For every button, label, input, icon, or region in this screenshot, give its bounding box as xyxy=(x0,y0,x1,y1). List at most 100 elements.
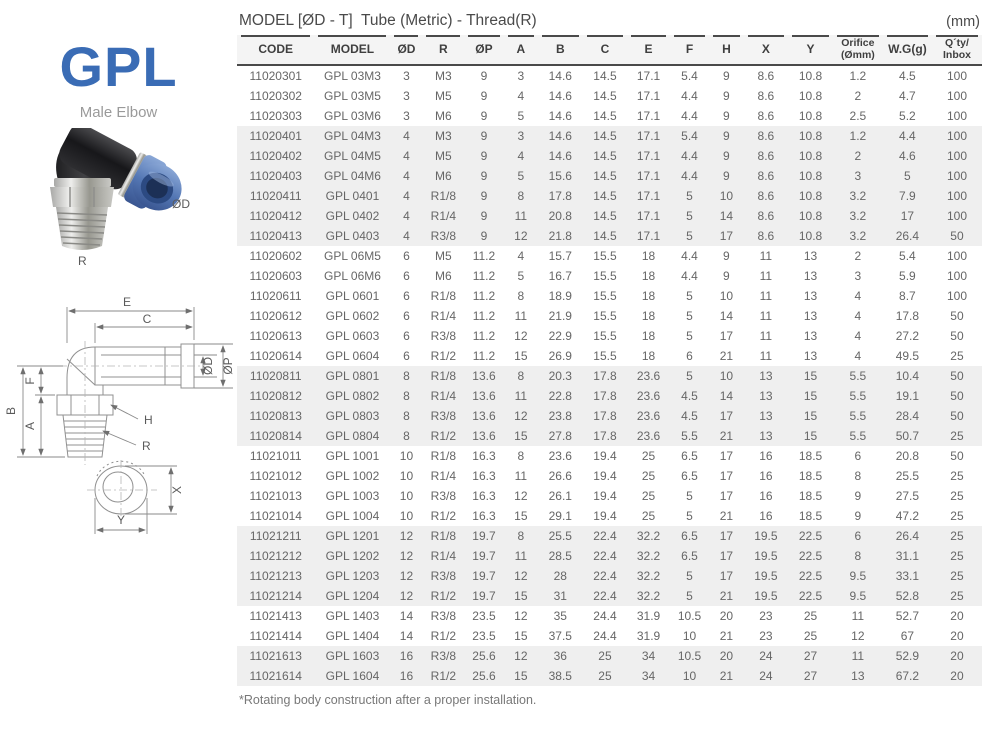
table-cell: 17.1 xyxy=(636,149,661,163)
table-cell: 11020603 xyxy=(249,269,302,283)
table-cell: 3 xyxy=(854,169,862,183)
table-cell: 14 xyxy=(719,209,734,223)
table-cell: 16.3 xyxy=(472,449,496,463)
table-row: 11020303 GPL 03M6 3 M6 9 5 14.6 14.5 17.1 4.4 9 8.6… xyxy=(237,106,982,126)
table-cell: 18.5 xyxy=(798,489,823,503)
table-cell: 3 xyxy=(403,109,410,123)
table-cell: 8.6 xyxy=(757,129,775,143)
table-cell: 28.4 xyxy=(895,409,920,423)
table-cell: 2 xyxy=(854,89,862,103)
table-cell: 19.4 xyxy=(593,469,617,483)
table-row: 11021211 GPL 1201 12 R1/8 19.7 8 25.5 22.4 32.2 6… xyxy=(237,526,982,546)
table-cell: 5.2 xyxy=(899,109,916,123)
table-cell: 11 xyxy=(759,329,773,343)
table-cell: 52.8 xyxy=(895,589,920,603)
table-cell: 5 xyxy=(686,489,693,503)
unit-label: (mm) xyxy=(946,14,980,30)
table-cell: GPL 06M5 xyxy=(324,249,381,263)
table-cell: 23.6 xyxy=(636,429,661,443)
table-cell: 25 xyxy=(950,469,964,483)
product-panel: GPL Male Elbow xyxy=(0,0,237,746)
table-cell: 8 xyxy=(517,289,525,303)
table-cell: 8.6 xyxy=(757,89,775,103)
table-cell: 19.4 xyxy=(593,489,617,503)
column-header: Orifice (Ømm) xyxy=(832,35,883,66)
table-cell: 12 xyxy=(399,589,414,603)
table-row: 11020611 GPL 0601 6 R1/8 11.2 8 18.9 15.5 18 5 10 1… xyxy=(237,286,982,306)
table-cell: 10.5 xyxy=(677,609,702,623)
table-row: 11020813 GPL 0803 8 R3/8 13.6 12 23.8 17.8 23.6 4… xyxy=(237,406,982,426)
table-cell: 14.6 xyxy=(548,69,572,83)
table-cell: 13 xyxy=(803,309,818,323)
table-cell: GPL 1003 xyxy=(325,489,380,503)
table-cell: 19.4 xyxy=(593,449,617,463)
table-row: 11021014 GPL 1004 10 R1/2 16.3 15 29.1 19.4 25 5 2… xyxy=(237,506,982,526)
table-row: 11020411 GPL 0401 4 R1/8 9 8 17.8 14.5 17.1 5 10 8.… xyxy=(237,186,982,206)
table-cell: 11020303 xyxy=(249,109,302,123)
table-cell: 24.4 xyxy=(593,629,617,643)
table-cell: 15 xyxy=(514,589,528,603)
table-cell: 100 xyxy=(946,209,967,223)
table-cell: 6 xyxy=(403,329,410,343)
table-cell: 14 xyxy=(719,309,734,323)
table-cell: 22.5 xyxy=(798,589,823,603)
table-cell: 5 xyxy=(686,509,693,523)
table-cell: 9 xyxy=(480,169,488,183)
table-cell: 100 xyxy=(946,149,967,163)
table-row: 11021012 GPL 1002 10 R1/4 16.3 11 26.6 19.4 25 6.… xyxy=(237,466,982,486)
table-cell: 67.2 xyxy=(895,669,920,683)
table-cell: 100 xyxy=(946,269,967,283)
table-cell: 21.8 xyxy=(548,229,572,243)
table-cell: 11020814 xyxy=(249,429,302,443)
spec-table: CODE MODEL ØD R ØP A B C E F H X Y Orifice (Ømm) W.G(g… xyxy=(237,35,982,686)
table-cell: 11 xyxy=(759,349,773,363)
table-cell: 22.4 xyxy=(593,589,617,603)
table-cell: 23 xyxy=(759,609,773,623)
table-cell: 17.1 xyxy=(636,189,661,203)
table-cell: 8.6 xyxy=(757,189,775,203)
table-cell: 19.4 xyxy=(593,509,617,523)
table-cell: 25 xyxy=(950,529,964,543)
table-cell: R1/2 xyxy=(430,349,457,363)
table-cell: 3 xyxy=(854,269,862,283)
table-cell: 17 xyxy=(900,209,915,223)
table-cell: 27.8 xyxy=(548,429,572,443)
table-cell: R1/2 xyxy=(430,669,457,683)
table-cell: R1/8 xyxy=(430,449,457,463)
dim-f-label: F xyxy=(23,377,37,384)
table-cell: 11020612 xyxy=(249,309,302,323)
dim-h-label: H xyxy=(144,413,153,427)
table-row: 11020301 GPL 03M3 3 M3 9 3 14.6 14.5 17.1 5.4 9 8.6… xyxy=(237,66,982,86)
table-cell: GPL 04M6 xyxy=(324,169,381,183)
table-cell: 20.8 xyxy=(548,209,572,223)
table-cell: 11021414 xyxy=(249,629,302,643)
table-cell: 17.1 xyxy=(636,209,661,223)
table-cell: 22.4 xyxy=(593,549,617,563)
table-cell: 10.8 xyxy=(798,129,823,143)
table-cell: R1/4 xyxy=(430,389,457,403)
column-header: F xyxy=(669,35,710,66)
table-cell: 16.7 xyxy=(548,269,572,283)
table-cell: 10 xyxy=(719,369,734,383)
table-cell: 50 xyxy=(950,389,964,403)
table-cell: 26.6 xyxy=(548,469,572,483)
column-header: MODEL xyxy=(314,35,391,66)
table-cell: 6 xyxy=(403,309,410,323)
table-cell: 10 xyxy=(399,469,414,483)
table-row: 11020613 GPL 0603 6 R3/8 11.2 12 22.9 15.5 18 5 17… xyxy=(237,326,982,346)
table-cell: 11021013 xyxy=(249,489,302,503)
table-cell: 17 xyxy=(719,469,734,483)
table-cell: GPL 04M3 xyxy=(324,129,381,143)
dim-c-label: C xyxy=(143,312,152,326)
table-cell: 5.4 xyxy=(681,69,698,83)
table-cell: 14 xyxy=(719,389,734,403)
table-cell: 15.6 xyxy=(548,169,572,183)
column-header: CODE xyxy=(237,35,315,66)
table-cell: R1/2 xyxy=(430,429,457,443)
table-cell: 37.5 xyxy=(548,629,572,643)
table-cell: 2 xyxy=(854,149,862,163)
table-cell: GPL 1403 xyxy=(325,609,380,623)
table-cell: 4 xyxy=(854,289,862,303)
table-cell: 4 xyxy=(403,229,410,243)
table-cell: 5.5 xyxy=(849,429,867,443)
